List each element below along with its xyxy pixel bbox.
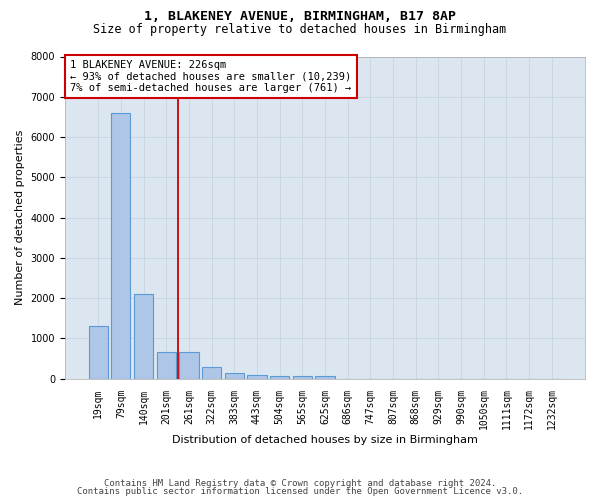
Text: Contains public sector information licensed under the Open Government Licence v3: Contains public sector information licen…	[77, 487, 523, 496]
Bar	[316, 376, 335, 378]
Text: Size of property relative to detached houses in Birmingham: Size of property relative to detached ho…	[94, 22, 506, 36]
Bar	[270, 376, 289, 378]
Bar	[293, 376, 312, 378]
Bar	[224, 374, 244, 378]
Bar	[179, 352, 199, 378]
Bar	[247, 375, 266, 378]
Text: 1, BLAKENEY AVENUE, BIRMINGHAM, B17 8AP: 1, BLAKENEY AVENUE, BIRMINGHAM, B17 8AP	[144, 10, 456, 23]
Bar	[111, 113, 130, 378]
X-axis label: Distribution of detached houses by size in Birmingham: Distribution of detached houses by size …	[172, 435, 478, 445]
Text: 1 BLAKENEY AVENUE: 226sqm
← 93% of detached houses are smaller (10,239)
7% of se: 1 BLAKENEY AVENUE: 226sqm ← 93% of detac…	[70, 60, 352, 93]
Bar	[157, 352, 176, 378]
Text: Contains HM Land Registry data © Crown copyright and database right 2024.: Contains HM Land Registry data © Crown c…	[104, 478, 496, 488]
Bar	[134, 294, 153, 378]
Bar	[89, 326, 108, 378]
Bar	[202, 367, 221, 378]
Y-axis label: Number of detached properties: Number of detached properties	[15, 130, 25, 305]
